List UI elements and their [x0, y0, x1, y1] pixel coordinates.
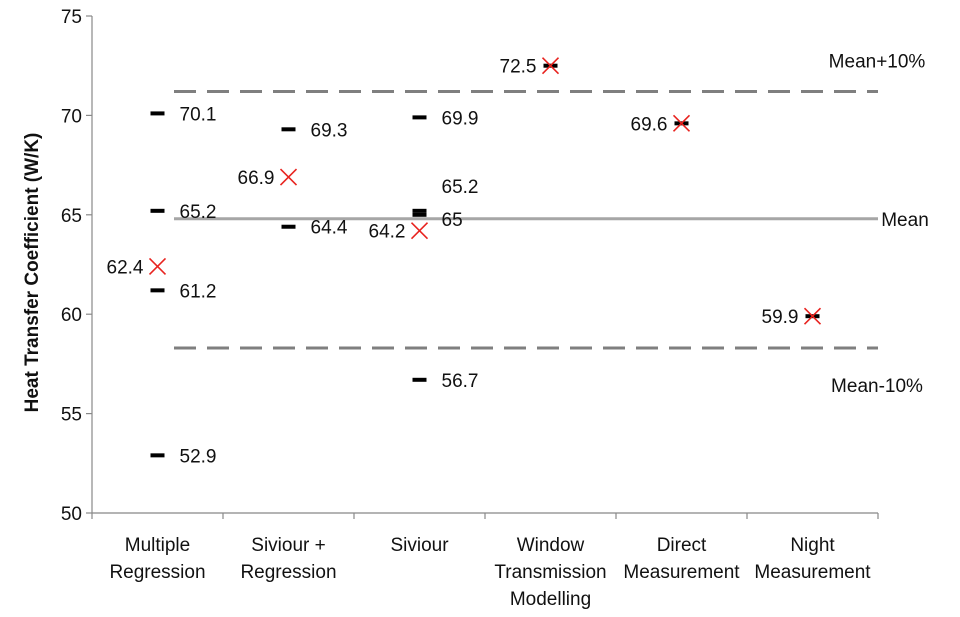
data-label: 52.9 — [180, 446, 217, 467]
y-tick-label: 50 — [61, 504, 82, 525]
data-label: 64.4 — [311, 218, 348, 239]
x-marker-stroke — [148, 257, 167, 276]
x-category-label: Siviour + — [251, 535, 325, 556]
dash-marker — [150, 288, 165, 293]
data-marks — [148, 57, 822, 458]
data-label: 65.2 — [180, 202, 217, 223]
y-tick-label: 55 — [61, 405, 82, 426]
x-marker-stroke — [803, 307, 822, 325]
x-category-label: Regression — [240, 562, 336, 583]
dash-marker — [281, 127, 296, 132]
y-tick-label: 75 — [61, 7, 82, 28]
x-marker — [148, 257, 167, 276]
dash-marker — [412, 208, 427, 213]
reference-lines: Mean+10% Mean Mean-10% — [174, 52, 929, 397]
x-marker — [541, 57, 560, 75]
data-label: 64.2 — [369, 222, 406, 243]
x-category-label: Measurement — [754, 562, 871, 583]
y-tick-label: 65 — [61, 206, 82, 227]
y-axis-title: Heat Transfer Coefficient (W/K) — [22, 133, 43, 413]
data-label: 72.5 — [500, 57, 537, 78]
x-category-label: Window — [517, 535, 585, 556]
x-marker-stroke — [279, 168, 298, 186]
data-label: 69.9 — [442, 108, 479, 129]
x-category-label: Siviour — [390, 535, 449, 556]
data-label: 61.2 — [180, 281, 217, 302]
data-label: 56.7 — [442, 371, 479, 392]
dash-marker — [150, 111, 165, 116]
dash-marker — [150, 208, 165, 213]
data-label: 65.2 — [442, 177, 479, 198]
x-category-label: Night — [790, 535, 835, 556]
y-tick-label: 70 — [61, 106, 82, 127]
axes: 50 55 60 65 70 75 Multiple Regression Siviour + R… — [61, 7, 879, 610]
dash-marker — [412, 212, 427, 217]
x-category-label: Multiple — [125, 535, 190, 556]
x-category-label: Modelling — [510, 589, 591, 610]
dash-marker — [150, 453, 165, 458]
dash-marker — [412, 377, 427, 382]
data-label: 70.1 — [180, 104, 217, 125]
x-category-label: Measurement — [623, 562, 740, 583]
data-label: 62.4 — [107, 257, 144, 278]
x-marker-stroke — [672, 114, 691, 132]
x-marker — [803, 307, 822, 325]
y-tick-label: 60 — [61, 305, 82, 326]
data-label: 69.3 — [311, 120, 348, 141]
x-marker-stroke — [410, 222, 429, 240]
dash-marker — [412, 115, 427, 120]
data-label: 69.6 — [631, 114, 668, 135]
reference-line-label: Mean — [881, 210, 929, 231]
x-category-label: Regression — [109, 562, 205, 583]
reference-line-label: Mean-10% — [831, 376, 923, 397]
data-label: 66.9 — [238, 168, 275, 189]
data-labels: 70.1 65.2 61.2 52.9 69.3 64.4 69.9 65.2 65 56.7 62… — [107, 57, 799, 468]
reference-line-label: Mean+10% — [829, 52, 926, 73]
data-label: 65 — [442, 210, 463, 231]
dash-marker — [281, 224, 296, 229]
x-marker — [279, 168, 298, 186]
x-marker-stroke — [541, 57, 560, 75]
x-category-label: Transmission — [494, 562, 606, 583]
x-category-label: Direct — [657, 535, 707, 556]
x-marker — [672, 114, 691, 132]
data-label: 59.9 — [762, 307, 799, 328]
x-marker — [410, 222, 429, 240]
